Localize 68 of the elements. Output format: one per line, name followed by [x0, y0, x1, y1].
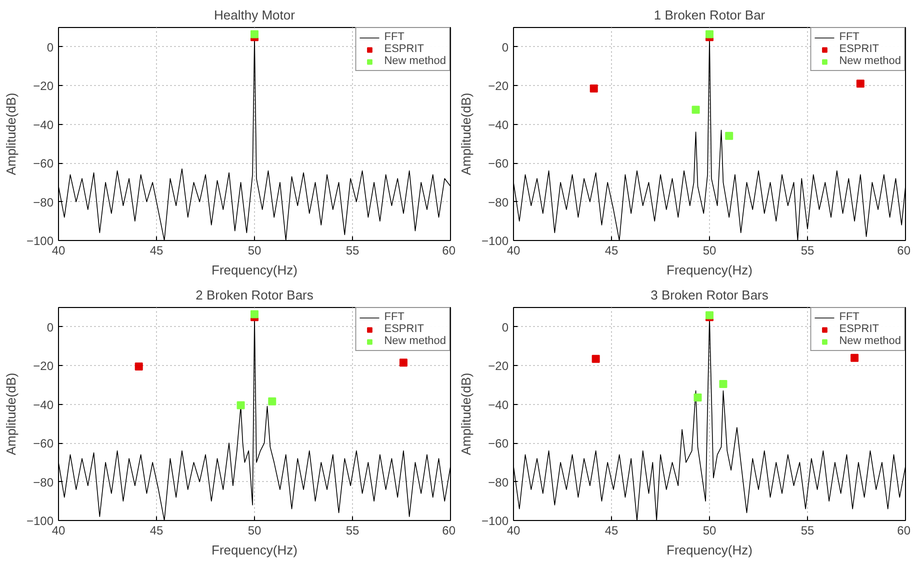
y-tick-label: −80	[488, 195, 509, 210]
y-axis-title: Amplitude(dB)	[458, 92, 474, 176]
y-tick-label: −40	[488, 118, 509, 132]
x-tick-label: 55	[800, 244, 814, 258]
legend-label: ESPRIT	[839, 43, 879, 55]
x-tick-label: 45	[604, 244, 618, 258]
x-tick-label: 50	[702, 524, 716, 538]
y-tick-label: 0	[46, 40, 54, 54]
y-axis-title: Amplitude(dB)	[3, 92, 18, 176]
y-tick-label: −60	[33, 156, 54, 171]
x-tick-label: 55	[800, 524, 814, 538]
y-axis-title: Amplitude(dB)	[3, 372, 18, 456]
legend-label: FFT	[384, 311, 404, 323]
x-tick-label: 40	[52, 244, 66, 258]
y-tick-label: −20	[488, 359, 509, 374]
x-tick-label: 45	[150, 524, 164, 538]
legend-label: New method	[839, 335, 901, 347]
y-tick-label: 0	[46, 320, 54, 334]
y-tick-label: −100	[26, 514, 54, 528]
y-tick-label: −80	[33, 195, 54, 210]
y-tick-label: −100	[26, 234, 54, 248]
x-tick-label: 40	[52, 524, 66, 538]
legend-label: New method	[839, 55, 901, 67]
y-tick-label: −80	[33, 475, 54, 490]
y-tick-label: −80	[488, 475, 509, 490]
y-tick-label: −60	[488, 156, 509, 171]
x-tick-label: 60	[897, 524, 911, 538]
x-tick-label: 55	[346, 524, 360, 538]
x-tick-label: 40	[506, 244, 520, 258]
chart-title: 1 Broken Rotor Bar	[654, 8, 766, 22]
chart-title: Healthy Motor	[214, 8, 296, 22]
y-tick-label: −20	[33, 79, 54, 94]
x-tick-label: 45	[150, 244, 164, 258]
x-axis-title: Frequency(Hz)	[666, 542, 752, 558]
x-axis-title: Frequency(Hz)	[666, 262, 752, 278]
x-tick-label: 50	[248, 244, 262, 258]
chart-title: 2 Broken Rotor Bars	[196, 288, 314, 302]
chart-title: 3 Broken Rotor Bars	[650, 288, 769, 302]
y-tick-label: −100	[481, 514, 509, 528]
x-tick-label: 40	[506, 524, 520, 538]
x-axis-title: Frequency(Hz)	[212, 262, 298, 278]
x-tick-label: 50	[248, 524, 262, 538]
x-tick-label: 50	[702, 244, 716, 258]
y-tick-label: −40	[33, 118, 54, 132]
y-tick-label: 0	[502, 320, 509, 334]
y-tick-label: −40	[488, 398, 509, 412]
x-tick-label: 55	[346, 244, 360, 258]
x-tick-label: 60	[442, 524, 456, 538]
y-tick-label: −100	[481, 234, 509, 248]
legend-label: ESPRIT	[839, 323, 879, 335]
legend-label: ESPRIT	[384, 43, 424, 55]
y-tick-label: −20	[33, 359, 54, 374]
x-tick-label: 60	[442, 244, 456, 258]
legend-label: New method	[384, 335, 446, 347]
x-tick-label: 60	[897, 244, 911, 258]
y-tick-label: 0	[502, 40, 509, 54]
legend-label: FFT	[839, 31, 860, 43]
x-axis-title: Frequency(Hz)	[212, 542, 298, 558]
y-tick-label: −60	[488, 436, 509, 451]
y-axis-title: Amplitude(dB)	[458, 372, 474, 456]
legend-label: FFT	[839, 311, 860, 323]
x-tick-label: 45	[604, 524, 618, 538]
y-tick-label: −20	[488, 79, 509, 94]
y-tick-label: −60	[33, 436, 54, 451]
y-tick-label: −40	[33, 398, 54, 412]
legend-label: New method	[384, 55, 446, 67]
legend-label: ESPRIT	[384, 323, 424, 335]
legend-label: FFT	[384, 31, 404, 43]
